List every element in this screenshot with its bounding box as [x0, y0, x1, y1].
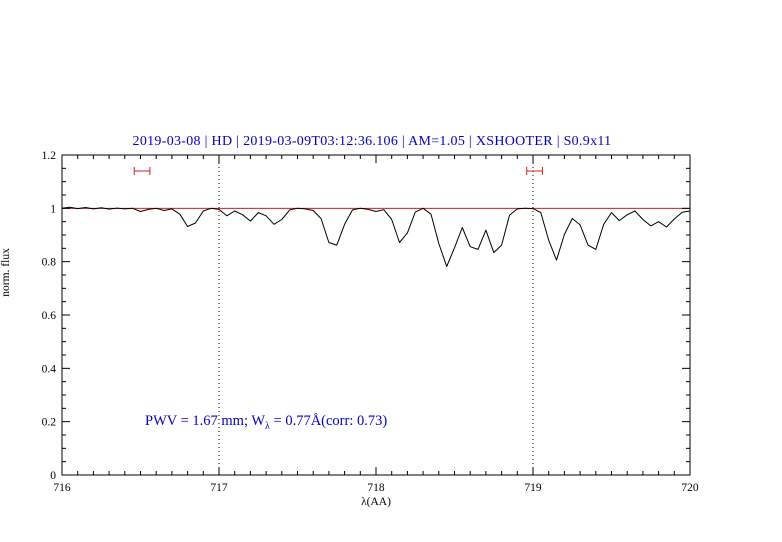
- plot-title: 2019-03-08 | HD | 2019-03-09T03:12:36.10…: [132, 134, 612, 149]
- pwv-annotation-suffix: = 0.77Å(corr: 0.73): [269, 413, 388, 429]
- y-tick-label: 0.2: [42, 417, 57, 429]
- x-tick-label: 718: [367, 482, 385, 494]
- y-tick-label: 1.2: [42, 150, 57, 162]
- pwv-annotation-prefix: PWV = 1.67 mm; W: [145, 413, 266, 429]
- pwv-annotation-lambda-subscript: λ: [265, 420, 270, 432]
- x-tick-label: 716: [53, 482, 71, 494]
- pwv-annotation: PWV = 1.67 mm; Wλ = 0.77Å(corr: 0.73): [145, 413, 387, 432]
- x-tick-label: 720: [681, 482, 699, 494]
- y-tick-label: 0.8: [42, 257, 57, 269]
- x-tick-label: 719: [524, 482, 542, 494]
- spectrum-line: [61, 206, 691, 267]
- x-axis-label: λ(AA): [361, 496, 391, 508]
- y-tick-label: 1: [50, 203, 56, 215]
- y-tick-label: 0.4: [42, 363, 57, 375]
- y-tick-label: 0: [50, 470, 56, 482]
- y-tick-label: 0.6: [42, 310, 57, 322]
- y-axis-label: norm. flux: [0, 248, 12, 297]
- x-tick-label: 717: [210, 482, 228, 494]
